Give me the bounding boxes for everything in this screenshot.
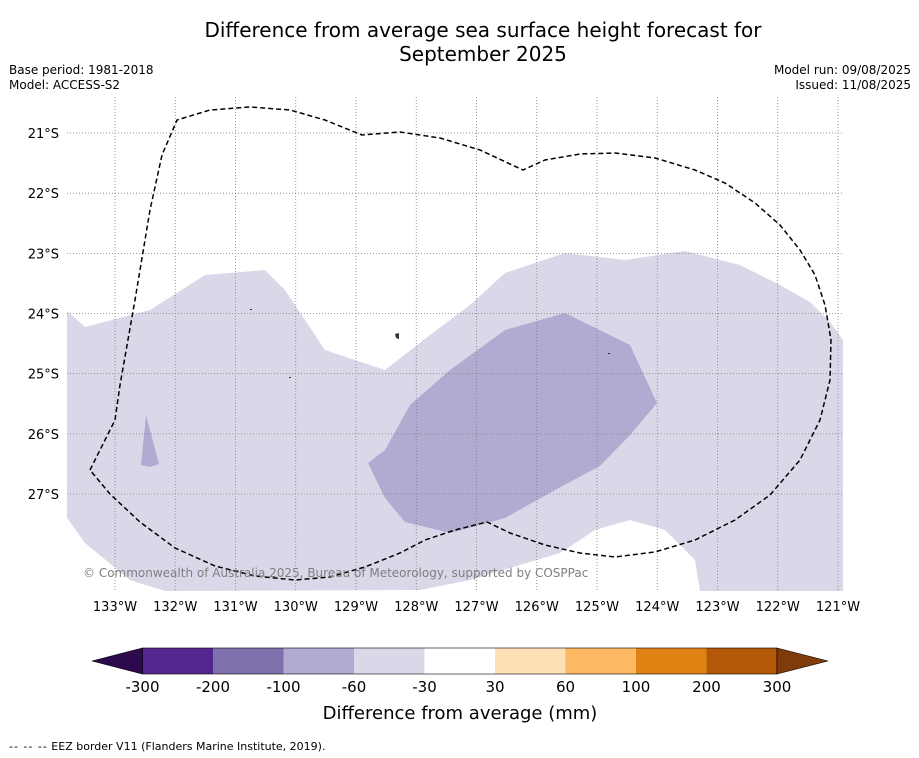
- lon-tick-label: 130°W: [274, 600, 318, 615]
- lon-tick-label: 129°W: [334, 600, 378, 615]
- colorbar: [91, 647, 829, 675]
- lon-tick-label: 131°W: [213, 600, 257, 615]
- meta-right: Model run: 09/08/2025 Issued: 11/08/2025: [774, 63, 911, 93]
- lon-tick-label: 127°W: [454, 600, 498, 615]
- colorbar-tick-label: 60: [556, 678, 575, 696]
- colorbar-segment: [142, 648, 213, 674]
- base-period-text: Base period: 1981-2018: [9, 63, 154, 77]
- lon-tick-label: 125°W: [575, 600, 619, 615]
- footnote: -- -- -- EEZ border V11 (Flanders Marine…: [9, 740, 325, 753]
- lat-tick-label: 25°S: [28, 368, 59, 383]
- colorbar-segment: [213, 648, 284, 674]
- title-line-1: Difference from average sea surface heig…: [204, 18, 762, 42]
- lat-tick-label: 23°S: [28, 247, 59, 262]
- graticule: [67, 97, 843, 591]
- lon-tick-label: 132°W: [153, 600, 197, 615]
- longitude-labels: 133°W 132°W 131°W 130°W 129°W 128°W 127°W 126°W…: [93, 600, 860, 615]
- colorbar-tick-label: -100: [266, 678, 300, 696]
- island-mark: [250, 309, 252, 310]
- lat-tick-label: 26°S: [28, 428, 59, 443]
- colorbar-tick-label: 30: [485, 678, 504, 696]
- colorbar-segment: [283, 648, 354, 674]
- lon-tick-label: 133°W: [93, 600, 137, 615]
- colorbar-segment: [354, 648, 425, 674]
- eez-border-line: [89, 106, 832, 581]
- map: © Commonwealth of Australia 2025, Bureau…: [28, 97, 860, 724]
- lat-tick-label: 21°S: [28, 127, 59, 142]
- island-mark: [395, 333, 399, 339]
- issued-text: Issued: 11/08/2025: [795, 78, 911, 92]
- lon-tick-label: 126°W: [515, 600, 559, 615]
- colorbar-tick-label: -60: [342, 678, 367, 696]
- colorbar-tick-label: -200: [196, 678, 230, 696]
- colorbar-segment: [424, 648, 495, 674]
- lon-tick-label: 121°W: [816, 600, 860, 615]
- lon-tick-label: 122°W: [756, 600, 800, 615]
- anomaly-region-medium: [368, 313, 657, 533]
- copyright-text: © Commonwealth of Australia 2025, Bureau…: [83, 566, 588, 580]
- colorbar-segment: [565, 648, 636, 674]
- lon-tick-label: 123°W: [695, 600, 739, 615]
- lat-tick-label: 22°S: [28, 187, 59, 202]
- anomaly-patch-small: [141, 415, 159, 467]
- colorbar-segment: [495, 648, 566, 674]
- lon-tick-label: 128°W: [394, 600, 438, 615]
- island-mark: [608, 353, 610, 354]
- model-text: Model: ACCESS-S2: [9, 78, 121, 92]
- colorbar-label: Difference from average (mm): [323, 703, 598, 724]
- chart-title: Difference from average sea surface heig…: [120, 18, 846, 66]
- colorbar-tick-label: 100: [622, 678, 651, 696]
- colorbar-tick-label: 200: [692, 678, 721, 696]
- colorbar-segment: [636, 648, 707, 674]
- lon-tick-label: 124°W: [635, 600, 679, 615]
- lat-tick-label: 27°S: [28, 488, 59, 503]
- title-line-2: September 2025: [399, 42, 567, 66]
- colorbar-extend-high: [776, 647, 829, 675]
- meta-left: Base period: 1981-2018 Model: ACCESS-S2: [9, 63, 154, 93]
- latitude-labels: 21°S 22°S 23°S 24°S 25°S 26°S 27°S: [28, 127, 59, 503]
- colorbar-tick-label: -300: [125, 678, 159, 696]
- colorbar-tick-label: 300: [763, 678, 792, 696]
- colorbar-tick-label: -30: [412, 678, 437, 696]
- eez-legend-text: EEZ border V11 (Flanders Marine Institut…: [47, 740, 326, 753]
- colorbar-tick-labels: -300 -200 -100 -60 -30 30 60 100 200 300: [125, 678, 791, 696]
- colorbar-segment: [706, 648, 777, 674]
- colorbar-extend-low: [91, 647, 143, 675]
- eez-legend-dashes: -- -- --: [9, 740, 48, 753]
- lat-tick-label: 24°S: [28, 308, 59, 323]
- island-mark: [289, 377, 291, 378]
- model-run-text: Model run: 09/08/2025: [773, 63, 911, 77]
